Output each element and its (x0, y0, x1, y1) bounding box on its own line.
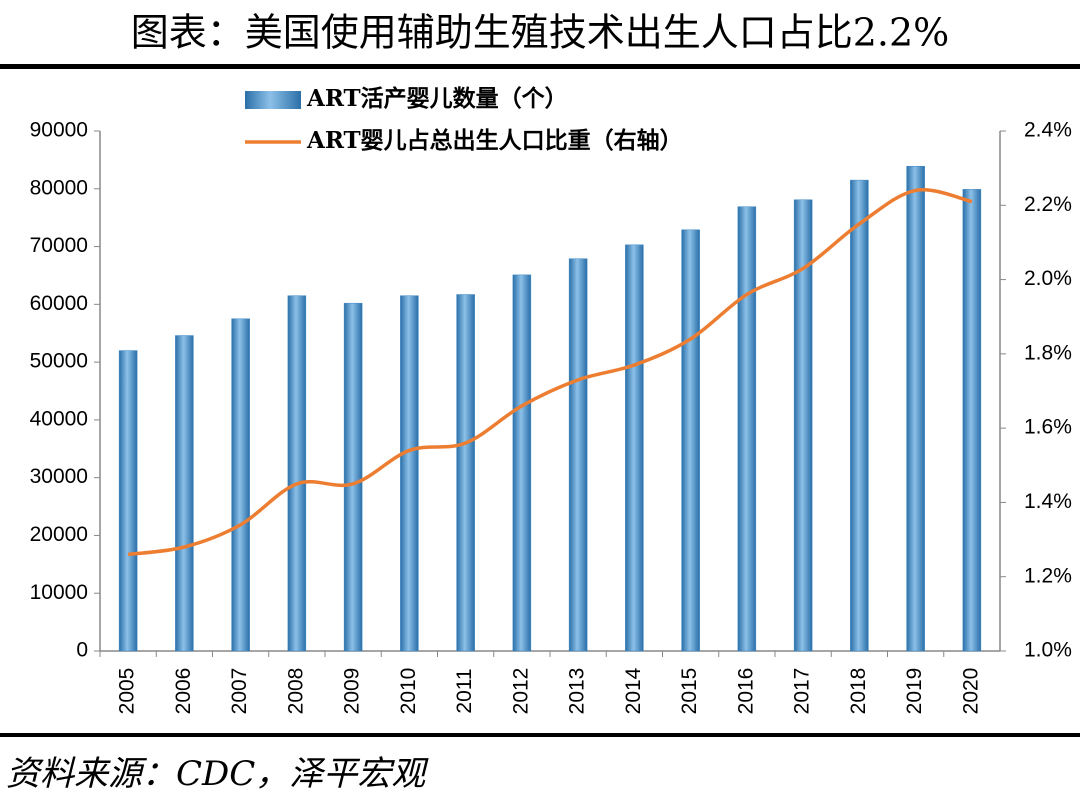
y-tick-label: 0 (76, 639, 88, 662)
bar (962, 189, 982, 652)
y2-tick-label: 2.0% (1024, 267, 1072, 290)
y-tick-label: 90000 (30, 119, 88, 142)
legend-label: ART活产婴儿数量（个） (306, 85, 568, 112)
bar (231, 318, 250, 652)
source-rule (0, 733, 1080, 737)
x-tick-label: 2008 (284, 668, 307, 715)
bar (287, 295, 307, 652)
y2-tick-label: 1.6% (1024, 416, 1072, 439)
y2-tick-label: 1.0% (1024, 639, 1072, 662)
x-tick-label: 2012 (509, 668, 532, 715)
source: 资料来源：CDC，泽平宏观 (6, 754, 429, 794)
bar (850, 179, 869, 652)
bar (118, 350, 138, 652)
bar (737, 206, 757, 652)
x-tick-label: 2020 (959, 668, 982, 715)
chart-title: 图表：美国使用辅助生殖技术出生人口占比2.2% (131, 11, 950, 55)
x-tick-label: 2007 (228, 668, 251, 715)
x-tick-label: 2011 (453, 668, 476, 713)
y2-tick-label: 1.4% (1024, 490, 1072, 513)
x-tick-label: 2010 (397, 668, 420, 715)
x-tick-label: 2018 (847, 668, 870, 715)
bar (793, 199, 813, 652)
y2-tick-label: 1.8% (1024, 341, 1072, 364)
y-tick-label: 60000 (30, 292, 88, 315)
y-tick-label: 80000 (30, 176, 88, 199)
bar (681, 229, 700, 652)
x-tick-label: 2016 (734, 668, 757, 715)
x-tick-label: 2006 (172, 668, 195, 715)
x-tick-label: 2005 (116, 668, 139, 715)
bar (906, 165, 925, 652)
y2-tick-label: 1.2% (1024, 564, 1072, 587)
y-tick-label: 40000 (30, 407, 88, 430)
bar (568, 258, 588, 652)
line (127, 188, 973, 557)
y2-tick-label: 2.2% (1024, 193, 1072, 216)
bar (512, 274, 532, 652)
y-tick-label: 20000 (30, 523, 88, 546)
legend-swatch (245, 91, 301, 109)
bar (175, 335, 194, 652)
bar (456, 294, 475, 652)
y-tick-label: 30000 (30, 465, 88, 488)
bar (343, 302, 363, 652)
x-tick-label: 2013 (566, 668, 589, 715)
y2-tick-label: 2.4% (1024, 119, 1072, 142)
legend-label: ART婴儿占总出生人口比重（右轴） (306, 127, 683, 154)
title-rule (0, 64, 1080, 69)
x-tick-label: 2014 (622, 667, 645, 714)
y-tick-label: 10000 (30, 581, 88, 604)
bar (625, 244, 644, 652)
y-tick-label: 50000 (30, 350, 88, 373)
y-tick-label: 70000 (30, 234, 88, 257)
bar (400, 295, 419, 652)
x-tick-label: 2015 (678, 668, 701, 715)
x-tick-label: 2019 (903, 668, 926, 715)
x-tick-label: 2009 (341, 668, 364, 715)
x-tick-label: 2017 (791, 668, 814, 715)
